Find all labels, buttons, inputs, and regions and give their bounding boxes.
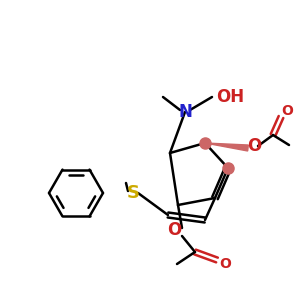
Text: O: O — [167, 221, 181, 239]
Text: O: O — [247, 137, 261, 155]
Text: S: S — [127, 184, 140, 202]
Polygon shape — [205, 143, 248, 151]
Text: N: N — [178, 103, 192, 121]
Text: O: O — [219, 257, 231, 271]
Text: O: O — [281, 104, 293, 118]
Text: OH: OH — [216, 88, 244, 106]
